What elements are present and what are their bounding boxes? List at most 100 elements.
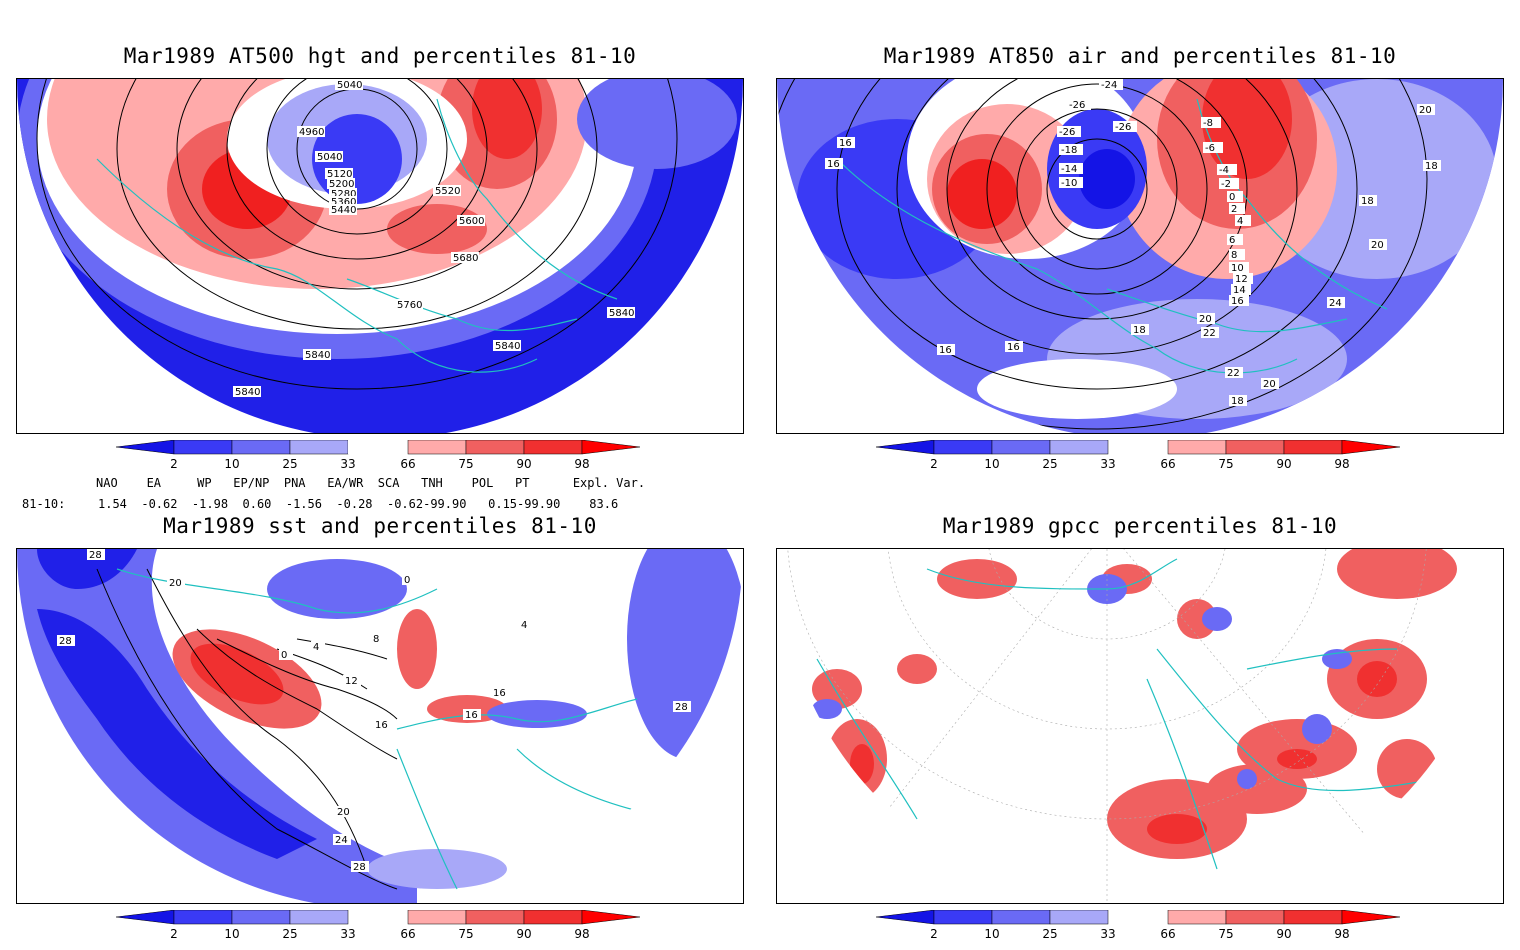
contour-label: 18 <box>1133 325 1146 336</box>
colorbar-tick: 66 <box>1160 927 1175 940</box>
colorbar-segment <box>1167 909 1227 925</box>
colorbar-tick: 2 <box>170 927 178 940</box>
colorbar-tick: 25 <box>1042 457 1057 471</box>
colorbar-segment <box>1283 439 1343 455</box>
contour-label: 5440 <box>331 205 356 216</box>
colorbar-segment <box>1049 909 1109 925</box>
contour-label: 5360 <box>331 197 356 208</box>
colorbar-tick: 90 <box>516 927 531 940</box>
panel-title-air850: Mar1989 AT850 air and percentiles 81-10 <box>883 44 1397 68</box>
colorbar-tick: 25 <box>1042 927 1057 940</box>
colorbar-segment <box>875 909 935 925</box>
colorbar-sst: 2 10 25 33 66 75 90 98 <box>115 909 656 950</box>
colorbar-tick: 10 <box>224 927 239 940</box>
colorbar-tick: 2 <box>930 927 938 940</box>
colorbar-tick: 25 <box>282 927 297 940</box>
contour-label: 2 <box>1231 204 1237 215</box>
colorbar-segment <box>231 439 291 455</box>
contour-label: 16 <box>1231 296 1244 307</box>
contour-label: 28 <box>89 550 102 561</box>
colorbar-segment <box>1283 909 1343 925</box>
map-sst-canvas: 28 20 28 0 0 4 8 12 16 16 16 20 24 28 28… <box>17 549 743 903</box>
contour-label: 8 <box>1231 250 1237 261</box>
contour-label: 20 <box>337 807 350 818</box>
colorbar-segment <box>173 909 233 925</box>
colorbar-tick: 33 <box>340 927 355 940</box>
colorbar-segment <box>875 439 935 455</box>
contour-label: -26 <box>1059 127 1075 138</box>
colorbar-tick: 98 <box>1334 927 1349 940</box>
panel-title-sst: Mar1989 sst and percentiles 81-10 <box>163 514 597 538</box>
panel-title-gpcc: Mar1989 gpcc percentiles 81-10 <box>942 514 1338 538</box>
colorbar-segment <box>289 439 349 455</box>
colorbar-segment <box>991 439 1051 455</box>
map-air850: -24 -26 -26 -26 -18 -14 -10 -8 -6 -4 -2 … <box>776 78 1504 434</box>
map-air850-canvas: -24 -26 -26 -26 -18 -14 -10 -8 -6 -4 -2 … <box>777 79 1503 433</box>
colorbar-tick: 98 <box>574 457 589 471</box>
colorbar-segment <box>1167 439 1227 455</box>
contour-label: 5840 <box>495 341 520 352</box>
contour-label: 14 <box>1233 285 1246 296</box>
contour-label: 5840 <box>305 350 330 361</box>
contour-label: -14 <box>1061 164 1077 175</box>
contour-label: 5600 <box>459 216 484 227</box>
contour-label: 24 <box>1329 298 1342 309</box>
contour-label: 28 <box>675 702 688 713</box>
colorbar-segment <box>289 909 349 925</box>
panel-title-hgt500: Mar1989 AT500 hgt and percentiles 81-10 <box>123 44 637 68</box>
contour-label: 0 <box>404 575 410 586</box>
contour-label: 5200 <box>329 179 354 190</box>
contour-label: -26 <box>1115 122 1131 133</box>
contour-label: 18 <box>1361 196 1374 207</box>
contour-label: 5520 <box>435 186 460 197</box>
contour-label: 8 <box>373 634 379 645</box>
contour-label: -2 <box>1221 179 1231 190</box>
colorbar-tick: 2 <box>170 457 178 471</box>
colorbar-tick: 90 <box>1276 927 1291 940</box>
indices-header: NAO EA WP EP/NP PNA EA/WR SCA TNH POL PT… <box>96 476 646 490</box>
contour-label: -26 <box>1069 100 1085 111</box>
contour-label: 5840 <box>609 308 634 319</box>
contour-label: -6 <box>1205 143 1215 154</box>
map-hgt500: 5040 4960 5040 5120 5200 5280 5360 5440 … <box>16 78 744 434</box>
contour-label: 5840 <box>235 387 260 398</box>
contour-label: 12 <box>1235 274 1248 285</box>
contour-label: 0 <box>1229 192 1235 203</box>
colorbar-tick: 25 <box>282 457 297 471</box>
colorbar-segment <box>933 909 993 925</box>
colorbar-sst-svg: 2 10 25 33 66 75 90 98 <box>115 909 641 941</box>
contour-label: 16 <box>493 688 506 699</box>
colorbar-segment <box>115 439 175 455</box>
colorbar-air850: 2 10 25 33 66 75 90 98 <box>875 439 1416 480</box>
colorbar-segment <box>1341 439 1401 455</box>
contour-label: 5760 <box>397 300 422 311</box>
colorbar-tick: 75 <box>1218 927 1233 940</box>
contour-label: -8 <box>1203 118 1213 129</box>
colorbar-segment <box>407 909 467 925</box>
colorbar-segment <box>231 909 291 925</box>
colorbar-tick: 75 <box>1218 457 1233 471</box>
colorbar-segment <box>173 439 233 455</box>
colorbar-segment <box>1049 439 1109 455</box>
colorbar-hgt500: 2 10 25 33 66 75 90 98 <box>115 439 656 480</box>
colorbar-tick: 10 <box>984 457 999 471</box>
contour-label: 16 <box>465 710 478 721</box>
contour-label: 10 <box>1231 263 1244 274</box>
colorbar-air850-svg: 2 10 25 33 66 75 90 98 <box>875 439 1401 471</box>
colorbar-tick: 10 <box>984 927 999 940</box>
map-sst: 28 20 28 0 0 4 8 12 16 16 16 20 24 28 28… <box>16 548 744 904</box>
colorbar-tick: 33 <box>340 457 355 471</box>
contour-label: 24 <box>335 835 348 846</box>
contour-label: 0 <box>281 650 287 661</box>
contour-label: 20 <box>1419 105 1432 116</box>
colorbar-tick: 66 <box>1160 457 1175 471</box>
colorbar-tick: 66 <box>400 927 415 940</box>
contour-label: 28 <box>353 862 366 873</box>
map-gpcc-canvas <box>777 549 1503 903</box>
colorbar-tick: 33 <box>1100 927 1115 940</box>
colorbar-gpcc-svg: 2 10 25 33 66 75 90 98 <box>875 909 1401 941</box>
contour-label: 4 <box>1237 216 1243 227</box>
colorbar-segment <box>581 439 641 455</box>
colorbar-tick: 90 <box>1276 457 1291 471</box>
colorbar-gpcc: 2 10 25 33 66 75 90 98 <box>875 909 1416 950</box>
